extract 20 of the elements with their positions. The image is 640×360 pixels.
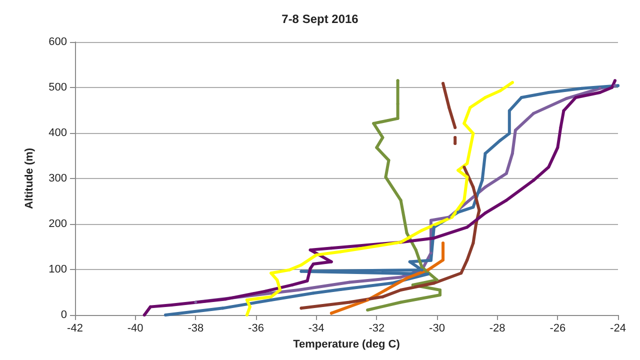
- x-tick-label: -32: [368, 322, 385, 334]
- x-tick-label: -26: [550, 322, 566, 334]
- x-axis-title: Temperature (deg C): [293, 338, 400, 350]
- y-tick-label: 0: [60, 309, 67, 321]
- x-tick-label: -30: [429, 322, 445, 334]
- x-tick-label: -24: [610, 322, 626, 334]
- x-tick-label: -40: [127, 322, 144, 334]
- y-tick-label: 200: [48, 218, 67, 230]
- x-tick-label: -34: [308, 322, 324, 334]
- x-tick-label: -28: [489, 322, 506, 334]
- y-tick-label: 300: [48, 172, 67, 184]
- y-axis-title: Altitude (m): [24, 148, 36, 210]
- y-tick-label: 500: [48, 82, 67, 94]
- chart-title: 7-8 Sept 2016: [282, 12, 359, 26]
- y-tick-label: 600: [48, 36, 67, 48]
- y-tick-label: 100: [48, 264, 67, 276]
- y-tick-label: 400: [48, 127, 67, 139]
- x-tick-label: -38: [188, 322, 204, 334]
- x-tick-label: -36: [248, 322, 264, 334]
- x-tick-label: -42: [67, 322, 83, 334]
